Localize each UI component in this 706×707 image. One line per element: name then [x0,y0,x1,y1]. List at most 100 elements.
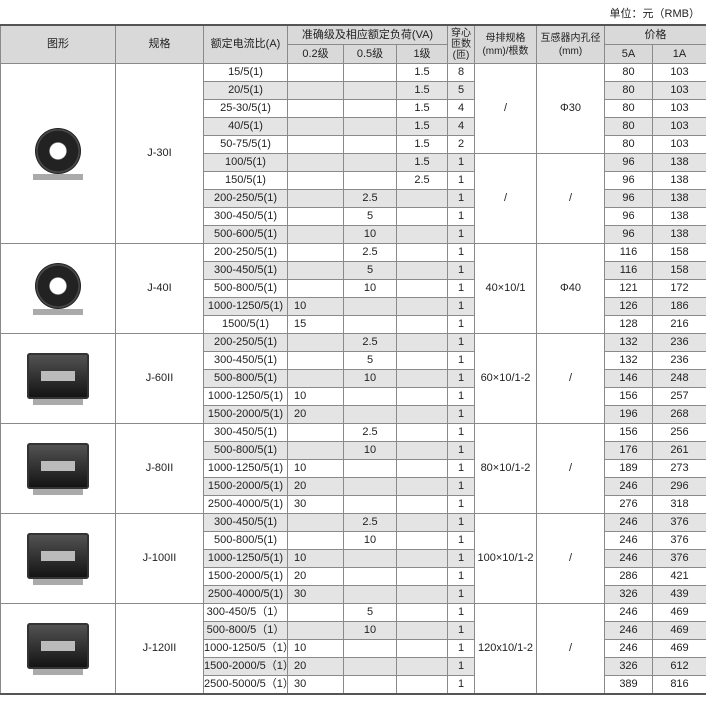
ratio-cell: 20/5(1) [203,81,288,100]
price-5a-cell: 126 [604,297,653,316]
price-1a-cell: 236 [652,333,706,352]
price-1a-cell: 296 [652,477,706,496]
table-row: J-120II 300-450/5（1） 5 1 120x10/1-2/246 469 [0,603,706,695]
bore-cell: / [536,603,605,695]
turns-cell: 1 [447,585,475,604]
class-0.2-cell [287,423,344,442]
class-0.2-cell [287,189,344,208]
table-row: 1500-2000/5（1） 20 1 326 612 [1,657,706,676]
transformer-image [35,262,81,309]
price-5a-cell: 116 [604,243,653,262]
ratio-cell: 25-30/5(1) [203,99,288,118]
ratio-cell: 1000-1250/5(1) [203,459,288,478]
header-class-1: 1级 [396,44,448,64]
bore-cell: / [536,423,605,514]
price-5a-cell: 96 [604,207,653,226]
class-0.5-cell [343,675,397,695]
class-0.5-cell [343,63,397,82]
price-table: 图形 规格 额定电流比(A) 准确级及相应额定负荷(VA) 穿心匝数(匝) 母排… [0,24,706,695]
ratio-cell: 40/5(1) [203,117,288,136]
class-0.5-cell: 10 [343,279,397,298]
price-5a-cell: 189 [604,459,653,478]
class-0.2-cell: 15 [287,315,344,334]
class-0.5-cell: 10 [343,441,397,460]
class-1-cell [396,513,448,532]
class-0.2-cell: 10 [287,387,344,406]
header-model: 规格 [115,24,204,64]
class-1-cell [396,531,448,550]
class-0.2-cell [287,351,344,370]
ratio-cell: 300-450/5(1) [203,351,288,370]
table-row: 25-30/5(1) 1.5 4 80 103 [1,99,706,118]
mounting-bracket [33,488,83,495]
price-1a-cell: 376 [652,549,706,568]
class-0.5-cell [343,153,397,172]
class-1-cell [396,297,448,316]
class-0.5-cell: 10 [343,225,397,244]
price-1a-cell: 439 [652,585,706,604]
class-0.2-cell: 10 [287,549,344,568]
class-0.5-cell [343,81,397,100]
price-1a-cell: 469 [652,639,706,658]
turns-cell: 1 [447,459,475,478]
class-0.2-cell [287,621,344,640]
table-row: 2500-4000/5(1) 30 1 326 439 [1,585,706,604]
turns-cell: 1 [447,351,475,370]
ratio-cell: 200-250/5(1) [203,333,288,352]
class-1-cell [396,477,448,496]
model-cell: J-80II [115,423,204,514]
ratio-cell: 300-450/5(1) [203,423,288,442]
ratio-cell: 100/5(1) [203,153,288,172]
class-0.2-cell: 10 [287,297,344,316]
bore-cell: / [536,333,605,424]
price-5a-cell: 246 [604,603,653,622]
mounting-bracket [33,668,83,675]
class-0.5-cell [343,585,397,604]
price-5a-cell: 246 [604,531,653,550]
class-0.2-cell [287,261,344,280]
turns-cell: 1 [447,531,475,550]
price-1a-cell: 421 [652,567,706,586]
busbar-cell: / [474,63,537,154]
class-1-cell [396,369,448,388]
price-1a-cell: 248 [652,369,706,388]
header-bore: 互感器内孔径(mm) [536,24,605,64]
class-0.2-cell [287,117,344,136]
turns-cell: 1 [447,189,475,208]
ratio-cell: 50-75/5(1) [203,135,288,154]
price-1a-cell: 186 [652,297,706,316]
turns-cell: 1 [447,297,475,316]
class-1-cell [396,549,448,568]
price-1a-cell: 103 [652,81,706,100]
turns-cell: 1 [447,513,475,532]
turns-cell: 1 [447,423,475,442]
ratio-cell: 500-800/5(1) [203,369,288,388]
class-1-cell [396,207,448,226]
ratio-cell: 200-250/5(1) [203,243,288,262]
price-1a-cell: 318 [652,495,706,514]
turns-cell: 1 [447,369,475,388]
class-0.2-cell [287,603,344,622]
price-1a-cell: 103 [652,135,706,154]
ratio-cell: 1000-1250/5(1) [203,387,288,406]
class-1-cell: 1.5 [396,117,448,136]
price-5a-cell: 128 [604,315,653,334]
class-1-cell: 1.5 [396,81,448,100]
turns-cell: 1 [447,567,475,586]
price-1a-cell: 256 [652,423,706,442]
class-0.5-cell: 2.5 [343,333,397,352]
class-1-cell [396,261,448,280]
class-1-cell [396,639,448,658]
price-1a-cell: 138 [652,171,706,190]
class-0.2-cell [287,171,344,190]
class-1-cell [396,387,448,406]
class-1-cell: 1.5 [396,153,448,172]
busbar-cell: 120x10/1-2 [474,603,537,695]
class-1-cell [396,279,448,298]
class-0.2-cell [287,333,344,352]
ratio-cell: 500-800/5(1) [203,531,288,550]
header-accuracy: 准确级及相应额定负荷(VA) [287,24,448,45]
header-class-0.2: 0.2级 [287,44,344,64]
class-0.2-cell [287,441,344,460]
